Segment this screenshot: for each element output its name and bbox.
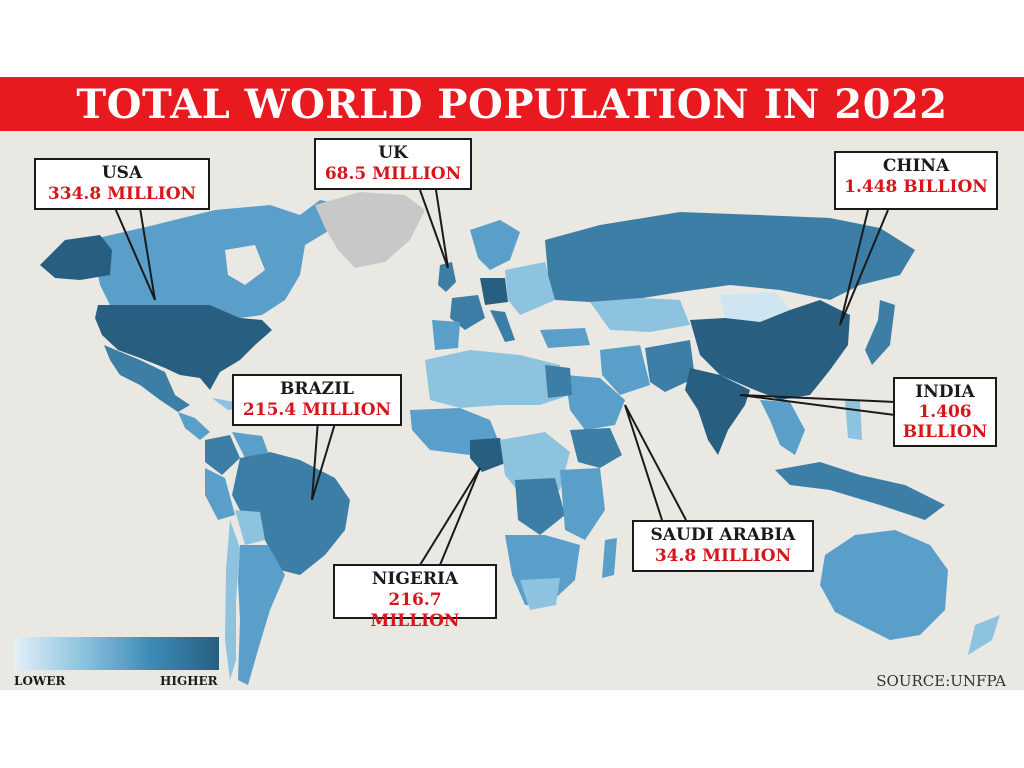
japan [865,300,895,365]
legend-high-label: HIGHER [160,674,218,688]
kazakhstan [590,298,690,332]
east-africa [560,468,605,540]
canada-hudson [225,245,265,285]
brazil [232,452,350,575]
germany [480,278,508,305]
callout-china-value: 1.448 BILLION [844,177,988,197]
italy [490,310,515,342]
peru [205,468,235,520]
france [450,295,485,330]
ethiopia [570,428,622,468]
india [685,368,750,455]
southeast-asia [760,400,805,455]
callout-usa-value: 334.8 MILLION [47,184,197,204]
callout-usa: USA 334.8 MILLION [34,158,210,210]
uk [438,262,456,292]
callout-pointers [114,189,896,566]
callout-brazil: BRAZIL 215.4 MILLION [232,374,402,426]
callout-nigeria-value: 216.7 MILLION [370,590,460,631]
indonesia [775,462,945,520]
callout-uk-country: UK [378,143,408,163]
nigeria [470,438,508,472]
china-pointer [839,209,889,326]
mongolia [720,292,790,322]
canada [95,200,345,318]
callout-china: CHINA 1.448 BILLION [834,151,998,210]
source-credit: SOURCE:UNFPA [876,672,1006,690]
callout-nigeria: NIGERIA 216.7 MILLION [333,564,497,631]
argentina [238,545,285,685]
callout-brazil-value: 215.4 MILLION [242,400,392,420]
china [690,300,850,400]
philippines [845,400,862,440]
south-africa [520,578,560,610]
callout-usa-country: USA [101,163,143,183]
alaska [40,235,112,280]
title-banner: TOTAL WORLD POPULATION IN 2022 [0,77,1024,131]
russia [545,212,915,302]
callout-india-value-line1: 1.406 [918,402,972,422]
saudi-arabia [565,375,625,430]
callout-uk-value: 68.5 MILLION [324,164,462,184]
saudi-pointer [624,404,687,521]
greenland [315,192,425,268]
iran [600,345,650,395]
usa-pointer [114,207,156,301]
callout-china-country: CHINA [882,156,950,176]
turkey [540,328,590,348]
chile [225,520,240,680]
central-america [178,412,210,440]
afghanistan-pakistan [645,340,695,392]
scandinavia [470,220,520,270]
callout-india-value-line2: BILLION [902,422,988,442]
callout-saudi-value: 34.8 MILLION [654,546,792,566]
callout-india: INDIA 1.406 BILLION [893,377,997,447]
callout-saudi-arabia: SAUDI ARABIA 34.8 MILLION [632,520,814,572]
callout-uk: UK 68.5 MILLION [314,138,472,190]
colombia [205,435,240,475]
callout-saudi-country: SAUDI ARABIA [650,525,796,545]
nigeria-pointer [419,467,481,566]
madagascar [602,538,617,578]
callout-india-country: INDIA [915,382,975,402]
australia [820,530,948,640]
mexico [104,345,190,412]
callout-nigeria-country: NIGERIA [371,569,459,589]
eastern-europe [505,262,555,315]
callout-brazil-country: BRAZIL [279,379,354,399]
uk-pointer [419,189,449,269]
venezuela [232,432,268,458]
legend-gradient [14,637,219,670]
page-title: TOTAL WORLD POPULATION IN 2022 [76,80,948,128]
legend-low-label: LOWER [14,674,66,688]
north-africa [425,350,570,408]
usa [95,305,272,390]
india-pointer [739,394,896,416]
new-zealand [968,615,1000,655]
brazil-pointer [311,419,337,501]
bolivia [235,510,265,545]
egypt [545,365,572,398]
dr-congo [515,478,565,535]
iberia [432,320,460,350]
